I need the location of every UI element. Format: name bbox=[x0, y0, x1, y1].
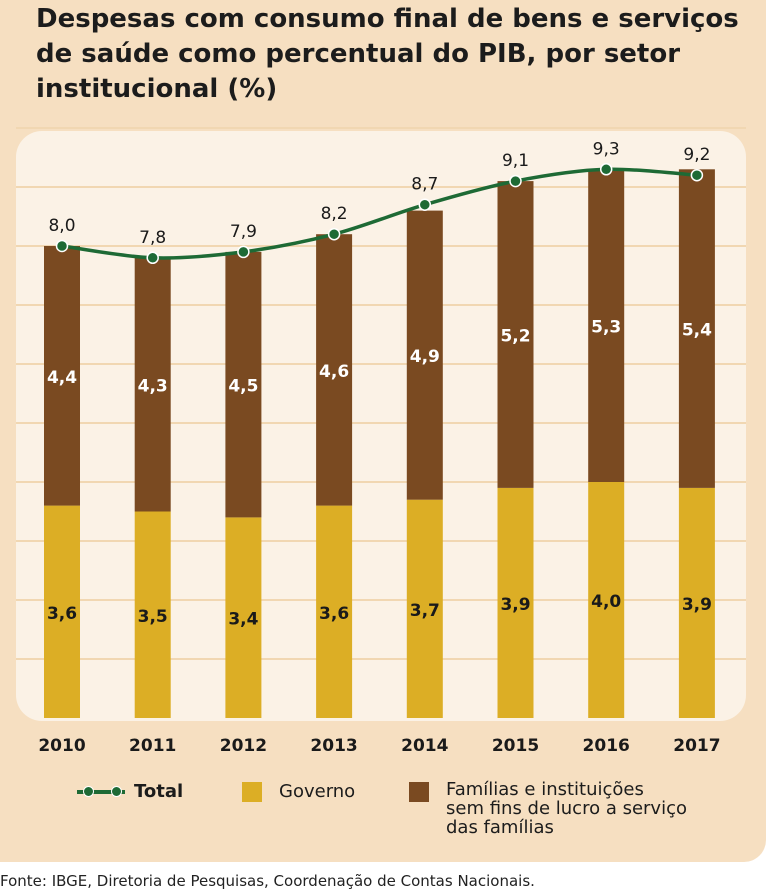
label-familias-2011: 4,3 bbox=[138, 377, 168, 397]
bar-governo-2011 bbox=[134, 511, 171, 718]
total-point-2011 bbox=[146, 251, 159, 265]
bar-governo-2013 bbox=[316, 505, 353, 718]
total-label-2012: 7,9 bbox=[230, 222, 257, 242]
label-governo-2017: 3,9 bbox=[682, 595, 712, 615]
legend-governo-label: Governo bbox=[279, 781, 356, 802]
total-point-2017 bbox=[690, 168, 704, 182]
total-point-2013 bbox=[327, 227, 341, 241]
label-familias-2012: 4,5 bbox=[228, 377, 258, 397]
label-governo-2014: 3,7 bbox=[410, 601, 440, 621]
total-point-2016 bbox=[599, 163, 613, 176]
label-familias-2013: 4,6 bbox=[319, 362, 349, 382]
bar-governo-2016 bbox=[588, 482, 625, 718]
x-tick-label-2015: 2015 bbox=[492, 736, 539, 756]
total-label-2017: 9,2 bbox=[683, 145, 710, 165]
bar-governo-2012 bbox=[225, 517, 262, 718]
legend-governo-swatch bbox=[242, 782, 262, 802]
x-tick-label-2013: 2013 bbox=[310, 736, 357, 756]
bar-familias-2015 bbox=[497, 181, 534, 488]
total-point-2014 bbox=[418, 198, 432, 211]
total-point-2010 bbox=[55, 239, 69, 253]
chart-svg: 3,6 4,4 2010 3,5 4,3 2011 3,4 4,5 2012 3,6 4,6 2013… bbox=[16, 127, 746, 756]
total-line bbox=[61, 167, 698, 260]
legend-familias-swatch bbox=[409, 782, 429, 802]
bar-familias-2010 bbox=[44, 246, 80, 506]
bar-governo-2014 bbox=[406, 499, 443, 718]
bar-familias-2012 bbox=[225, 251, 262, 518]
total-label-2013: 8,2 bbox=[321, 204, 348, 224]
x-tick-label-2012: 2012 bbox=[220, 736, 267, 756]
label-governo-2015: 3,9 bbox=[500, 595, 530, 615]
legend-familias-line-1: Famílias e instituições bbox=[446, 779, 644, 800]
x-tick-label-2016: 2016 bbox=[583, 736, 630, 756]
bar-governo-2015 bbox=[497, 487, 534, 718]
label-familias-2017: 5,4 bbox=[682, 321, 712, 341]
total-label-2010: 8,0 bbox=[48, 216, 75, 236]
x-tick-label-2014: 2014 bbox=[401, 736, 448, 756]
total-label-2015: 9,1 bbox=[502, 151, 529, 171]
x-tick-label-2017: 2017 bbox=[673, 736, 720, 756]
label-governo-2012: 3,4 bbox=[228, 610, 258, 630]
bar-familias-2014 bbox=[406, 210, 443, 500]
x-tick-label-2010: 2010 bbox=[38, 736, 85, 756]
bar-governo-2017 bbox=[678, 487, 715, 718]
label-governo-2011: 3,5 bbox=[138, 607, 168, 627]
legend-total-label: Total bbox=[134, 781, 184, 802]
source-note: Fonte: IBGE, Diretoria de Pesquisas, Coo… bbox=[0, 872, 535, 890]
legend-total-dot-right bbox=[111, 786, 122, 797]
legend-familias-label: Famílias e instituições sem fins de lucr… bbox=[446, 780, 687, 837]
legend-familias-line-2: sem fins de lucro a serviço bbox=[446, 798, 687, 819]
label-familias-2010: 4,4 bbox=[47, 368, 77, 388]
label-governo-2010: 3,6 bbox=[47, 604, 77, 624]
bar-familias-2017 bbox=[678, 169, 715, 488]
legend-familias-line-3: das famílias bbox=[446, 817, 554, 838]
legend-total-line bbox=[77, 790, 125, 794]
total-point-2012 bbox=[237, 245, 250, 259]
bar-familias-2011 bbox=[134, 257, 171, 512]
total-label-2014: 8,7 bbox=[411, 175, 438, 195]
label-familias-2014: 4,9 bbox=[410, 347, 440, 367]
label-familias-2015: 5,2 bbox=[500, 327, 530, 347]
bar-familias-2016 bbox=[588, 169, 625, 483]
total-point-2015 bbox=[509, 174, 522, 188]
legend-total-dot-left bbox=[83, 786, 94, 797]
total-label-2011: 7,8 bbox=[139, 228, 166, 248]
chart-title: Despesas com consumo final de bens e ser… bbox=[36, 4, 739, 104]
x-tick-label-2011: 2011 bbox=[129, 736, 176, 756]
bar-familias-2013 bbox=[316, 234, 353, 506]
total-label-2016: 9,3 bbox=[593, 139, 620, 159]
label-governo-2013: 3,6 bbox=[319, 604, 349, 624]
label-familias-2016: 5,3 bbox=[591, 318, 621, 338]
label-governo-2016: 4,0 bbox=[591, 592, 621, 612]
bar-governo-2010 bbox=[44, 505, 80, 718]
